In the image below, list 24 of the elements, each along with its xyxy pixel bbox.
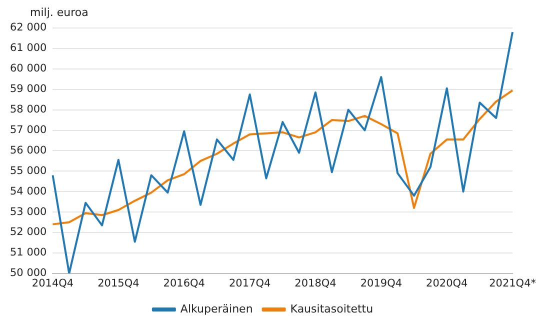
y-tick-label: 52 000 <box>10 226 47 238</box>
legend-label: Kausitasoitettu <box>290 302 374 316</box>
y-tick-label: 62 000 <box>10 22 47 34</box>
y-tick-label: 58 000 <box>10 104 47 116</box>
y-tick-label: 55 000 <box>10 164 47 177</box>
y-tick-label: 60 000 <box>10 62 47 75</box>
y-tick-label: 53 000 <box>10 206 47 218</box>
y-tick-label: 61 000 <box>10 42 47 54</box>
x-tick-label: 2018Q4 <box>294 277 337 290</box>
y-axis-title: milj. euroa <box>30 6 88 19</box>
y-tick-label: 57 000 <box>10 124 47 136</box>
x-tick-label: 2015Q4 <box>98 277 140 290</box>
y-tick-label: 54 000 <box>10 185 47 198</box>
x-tick-label: 2020Q4 <box>426 277 468 290</box>
x-tick-label: 2014Q4 <box>32 277 74 290</box>
y-tick-label: 56 000 <box>10 144 47 156</box>
y-tick-label: 51 000 <box>10 246 47 259</box>
x-tick-label: 2021Q4* <box>489 277 536 290</box>
x-tick-label: 2016Q4 <box>163 277 206 290</box>
x-tick-label: 2019Q4 <box>360 277 402 290</box>
y-tick-label: 59 000 <box>10 83 47 96</box>
x-tick-label: 2017Q4 <box>228 277 271 290</box>
y-tick-label: 50 000 <box>10 267 47 280</box>
legend-label: Alkuperäinen <box>180 302 253 316</box>
